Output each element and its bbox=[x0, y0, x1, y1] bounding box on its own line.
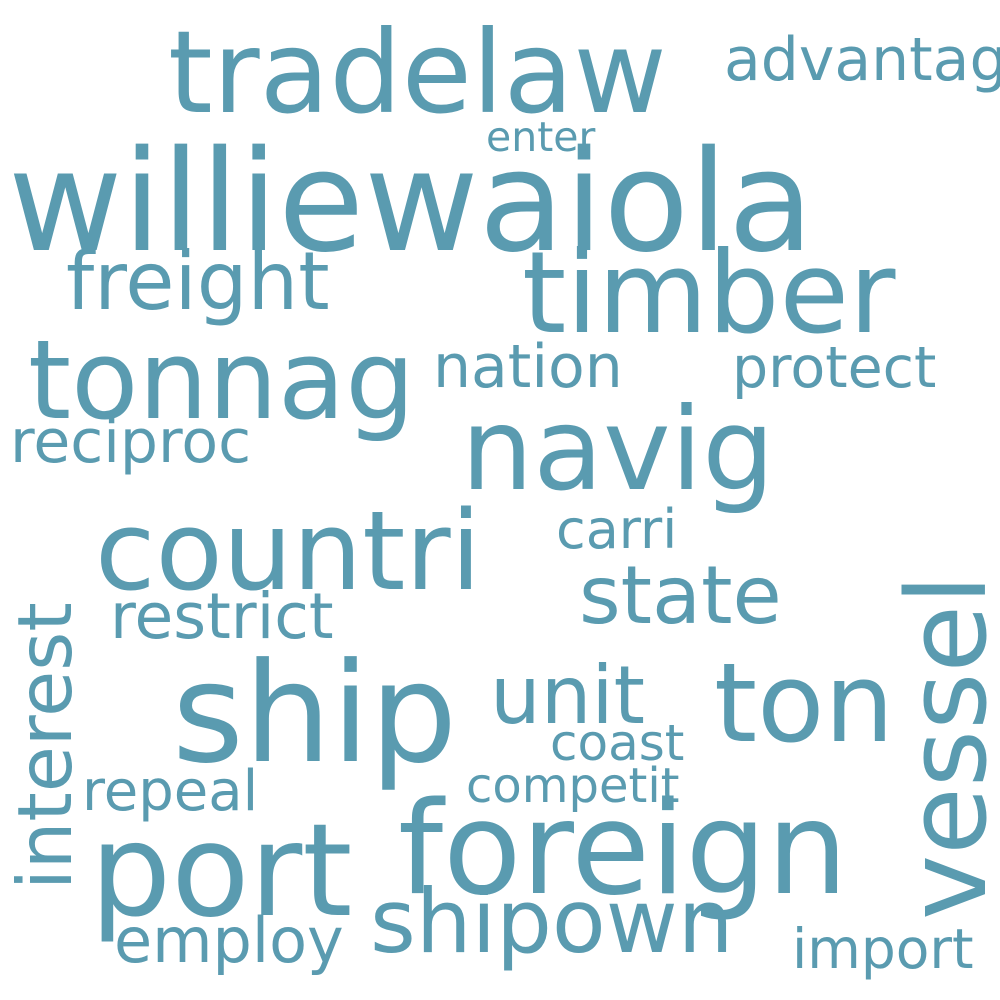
word-advantag: advantag bbox=[724, 25, 1000, 95]
word-vessel: vessel bbox=[883, 574, 1000, 920]
word-restrict: restrict bbox=[110, 580, 334, 653]
word-tradelaw: tradelaw bbox=[168, 6, 667, 139]
word-import: import bbox=[792, 917, 974, 981]
word-reciproc: reciproc bbox=[10, 407, 252, 477]
word-williewaiola: williewaiola bbox=[8, 121, 814, 284]
word-nation: nation bbox=[433, 332, 623, 402]
word-tonnag: tonnag bbox=[28, 316, 416, 444]
word-protect: protect bbox=[732, 335, 937, 401]
word-enter: enter bbox=[486, 113, 596, 161]
word-unit: unit bbox=[490, 649, 645, 742]
word-port: port bbox=[90, 797, 353, 946]
word-carri: carri bbox=[556, 498, 678, 561]
word-shipown: shipown bbox=[370, 870, 734, 973]
word-repeal: repeal bbox=[82, 759, 259, 824]
word-competit: competit bbox=[466, 758, 680, 814]
word-countri: countri bbox=[95, 487, 482, 615]
word-ship: ship bbox=[172, 633, 458, 794]
word-coast: coast bbox=[550, 714, 685, 772]
word-foreign: foreign bbox=[398, 775, 848, 924]
word-employ: employ bbox=[114, 904, 344, 977]
word-freight: freight bbox=[66, 235, 330, 328]
word-state: state bbox=[579, 549, 782, 642]
word-ton: ton bbox=[714, 639, 895, 767]
word-timber: timber bbox=[522, 227, 896, 359]
word-interest: interest bbox=[1, 602, 89, 890]
word-navig: navig bbox=[461, 383, 775, 516]
